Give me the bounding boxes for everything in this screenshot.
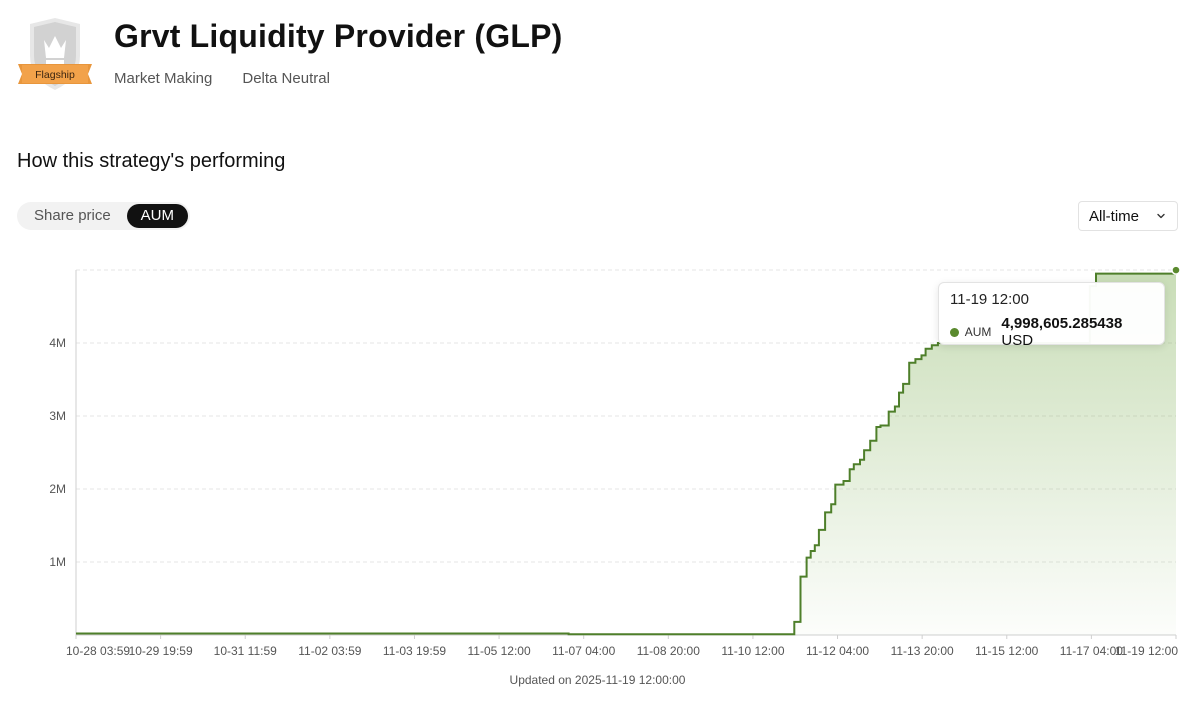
tag-market-making: Market Making — [114, 70, 213, 87]
x-tick-label: 10-28 03:59 — [66, 644, 130, 658]
page-title: Grvt Liquidity Provider (GLP) — [114, 18, 563, 54]
x-tick-label: 11-15 12:00 — [975, 644, 1038, 658]
x-tick-label: 11-05 12:00 — [467, 644, 530, 658]
x-tick-label: 11-08 20:00 — [637, 644, 700, 658]
crown-shield-icon: Flagship — [18, 18, 92, 90]
x-tick-label: 11-07 04:00 — [552, 644, 615, 658]
y-tick-label: 3M — [49, 409, 66, 423]
updated-timestamp: Updated on 2025-11-19 12:00:00 — [509, 673, 686, 687]
tooltip-unit: USD — [1001, 332, 1034, 349]
series-dot-icon — [950, 327, 959, 337]
flagship-badge: Flagship — [35, 69, 75, 81]
x-tick-label: 11-19 12:00 — [1115, 644, 1178, 658]
aum-area — [76, 270, 1176, 635]
x-tick-label: 11-10 12:00 — [721, 644, 784, 658]
metric-toggle: Share price AUM — [17, 202, 190, 230]
x-tick-label: 11-02 03:59 — [298, 644, 361, 658]
toggle-aum[interactable]: AUM — [126, 204, 188, 228]
tooltip-time: 11-19 12:00 — [950, 291, 1029, 308]
hover-point — [1171, 265, 1181, 275]
strategy-tags: Market Making Delta Neutral — [114, 70, 330, 87]
y-tick-label: 1M — [49, 555, 66, 569]
chart-tooltip: 11-19 12:00 AUM 4,998,605.285438 USD — [938, 282, 1165, 349]
tooltip-value: 4,998,605.285438 — [1001, 315, 1123, 332]
aum-line — [76, 270, 1177, 636]
tag-delta-neutral: Delta Neutral — [242, 70, 330, 87]
x-tick-label: 10-29 19:59 — [129, 644, 193, 658]
toggle-share-price[interactable]: Share price — [34, 207, 111, 224]
x-tick-label: 11-03 19:59 — [383, 644, 446, 658]
x-tick-label: 11-12 04:00 — [806, 644, 869, 658]
x-tick-label: 11-13 20:00 — [891, 644, 954, 658]
tooltip-series: AUM — [964, 325, 992, 339]
y-tick-label: 2M — [49, 482, 66, 496]
strategy-logo: Flagship — [18, 18, 92, 92]
section-title: How this strategy's performing — [17, 150, 286, 172]
chevron-down-icon — [1157, 213, 1165, 219]
grid — [76, 269, 1176, 563]
x-tick-label: 11-17 04:00 — [1060, 644, 1123, 658]
time-range-dropdown[interactable]: All-time — [1078, 201, 1178, 231]
x-tick-label: 10-31 11:59 — [214, 644, 277, 658]
y-axis-ticks: 1M 2M 3M 4M — [49, 336, 66, 569]
time-range-label: All-time — [1089, 207, 1140, 225]
y-tick-label: 4M — [49, 336, 66, 350]
